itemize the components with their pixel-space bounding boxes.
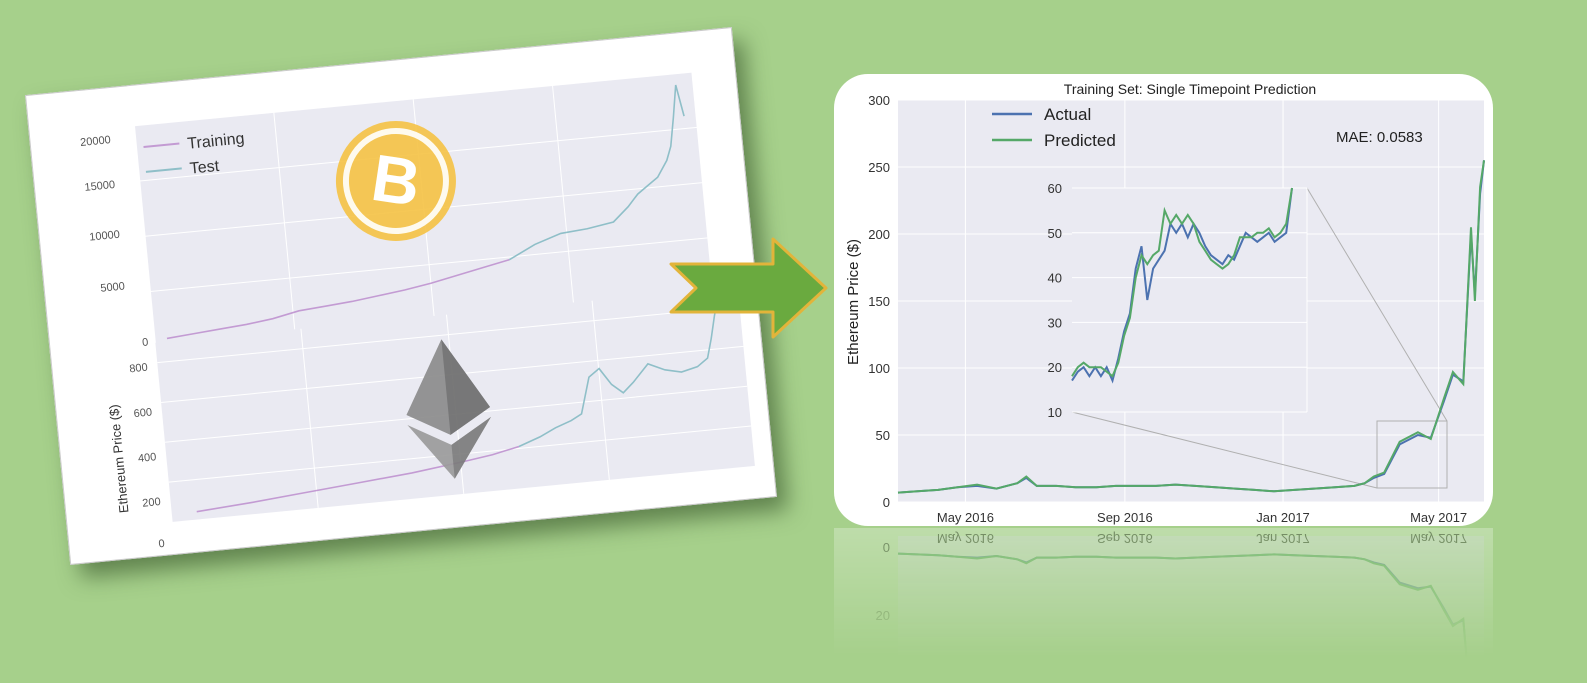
ethereum-logo-icon (406, 339, 492, 479)
main-ytick-250: 250 (868, 160, 890, 175)
reflection-xtick-0: May 2016 (937, 531, 994, 546)
main-xtick-0: May 2016 (937, 510, 994, 525)
legend-actual-label: Actual (1044, 105, 1091, 124)
chart-reflection: May 2016 Sep 2016 Jan 2017 May 2017 0 20 (834, 528, 1493, 658)
bot-hgrid-3 (157, 306, 740, 364)
mae-annotation: MAE: 0.0583 (1336, 129, 1423, 146)
bot-vgrid-0 (300, 328, 319, 508)
chart-title: Training Set: Single Timepoint Predictio… (1064, 81, 1316, 97)
bitcoin-logo-icon: B (335, 120, 456, 241)
top-tick-5000: 5000 (100, 280, 126, 294)
bot-tick-600: 600 (133, 406, 152, 420)
prediction-chart-svg: Training Set: Single Timepoint Predictio… (845, 81, 1485, 525)
top-legend: Training Test (143, 130, 246, 178)
legend-predicted-label: Predicted (1044, 131, 1116, 150)
reflection-svg: May 2016 Sep 2016 Jan 2017 May 2017 0 20 (834, 528, 1493, 658)
svg-text:B: B (367, 140, 425, 220)
main-xtick-2: Jan 2017 (1256, 510, 1310, 525)
legend: Actual Predicted (992, 105, 1116, 150)
main-ytick-0: 0 (883, 495, 890, 510)
main-y-axis-label: Ethereum Price ($) (845, 239, 862, 365)
inset-y-ticks: 60 50 40 30 20 10 (1048, 181, 1062, 420)
top-series-training (166, 258, 510, 340)
top-tick-15000: 15000 (84, 179, 116, 194)
main-xtick-1: Sep 2016 (1097, 510, 1153, 525)
bottom-y-ticks: 800 600 400 200 0 (129, 362, 165, 551)
legend-test-label: Test (189, 158, 220, 178)
top-tick-10000: 10000 (89, 229, 121, 244)
reflection-xtick-2: Jan 2017 (1256, 531, 1310, 546)
bot-series-0 (196, 445, 520, 513)
bot-tick-200: 200 (142, 496, 161, 510)
bitcoin-ethereum-figure-card: 20000 15000 10000 5000 0 Training Test B… (25, 27, 777, 565)
top-hgrid-3 (134, 71, 692, 127)
zoom-connector-bottom (1071, 411, 1378, 489)
zoom-connector-top (1306, 187, 1448, 422)
top-series-test (509, 84, 685, 261)
top-tick-20000: 20000 (80, 134, 112, 149)
bot-tick-400: 400 (137, 451, 156, 465)
legend-training-label: Training (187, 130, 246, 152)
bottom-y-axis-label: Ethereum Price ($) (106, 404, 131, 514)
main-y-ticks: 300 250 200 150 100 50 0 (868, 93, 890, 510)
right-arrow-icon (669, 237, 828, 339)
reflection-content: May 2016 Sep 2016 Jan 2017 May 2017 0 20 (876, 531, 1468, 658)
main-ytick-200: 200 (868, 227, 890, 242)
main-ytick-50: 50 (876, 428, 890, 443)
reflection-ytick-1: 20 (876, 608, 890, 623)
top-hgrid-0 (150, 237, 708, 292)
top-y-ticks: 20000 15000 10000 5000 0 (80, 134, 149, 349)
inset-ytick-50: 50 (1048, 226, 1062, 241)
left-figure-svg: 20000 15000 10000 5000 0 Training Test B… (80, 71, 755, 551)
top-chart-lines (166, 84, 685, 340)
main-series-predicted (897, 160, 1485, 494)
top-tick-0: 0 (142, 336, 149, 349)
bot-tick-800: 800 (129, 362, 148, 376)
inset-series-predicted (1071, 187, 1293, 378)
legend-test-swatch (145, 167, 182, 173)
zoom-box (1376, 420, 1448, 489)
bot-series-1 (518, 294, 726, 448)
bot-tick-0: 0 (158, 538, 165, 551)
bot-vgrid-2 (591, 300, 610, 480)
legend-training-swatch (143, 142, 180, 148)
main-ytick-100: 100 (868, 361, 890, 376)
reflection-ytick-0: 0 (883, 540, 890, 555)
inset-ytick-30: 30 (1048, 315, 1062, 330)
reflection-xtick-1: Sep 2016 (1097, 531, 1153, 546)
reflection-xtick-3: May 2017 (1410, 531, 1467, 546)
bottom-chart-lines (196, 294, 726, 513)
main-x-ticks: May 2016 Sep 2016 Jan 2017 May 2017 (937, 510, 1467, 525)
main-ytick-300: 300 (868, 93, 890, 108)
inset-ytick-10: 10 (1048, 405, 1062, 420)
prediction-chart-card: Training Set: Single Timepoint Predictio… (834, 74, 1493, 526)
main-xtick-3: May 2017 (1410, 510, 1467, 525)
reflection-series-1 (897, 552, 1468, 658)
inset-plot-area (1072, 188, 1307, 412)
main-lines (897, 160, 1485, 494)
inset-lines (1071, 187, 1293, 384)
inset-ytick-20: 20 (1048, 360, 1062, 375)
main-ytick-150: 150 (868, 294, 890, 309)
inset-ytick-60: 60 (1048, 181, 1062, 196)
inset-ytick-40: 40 (1048, 271, 1062, 286)
